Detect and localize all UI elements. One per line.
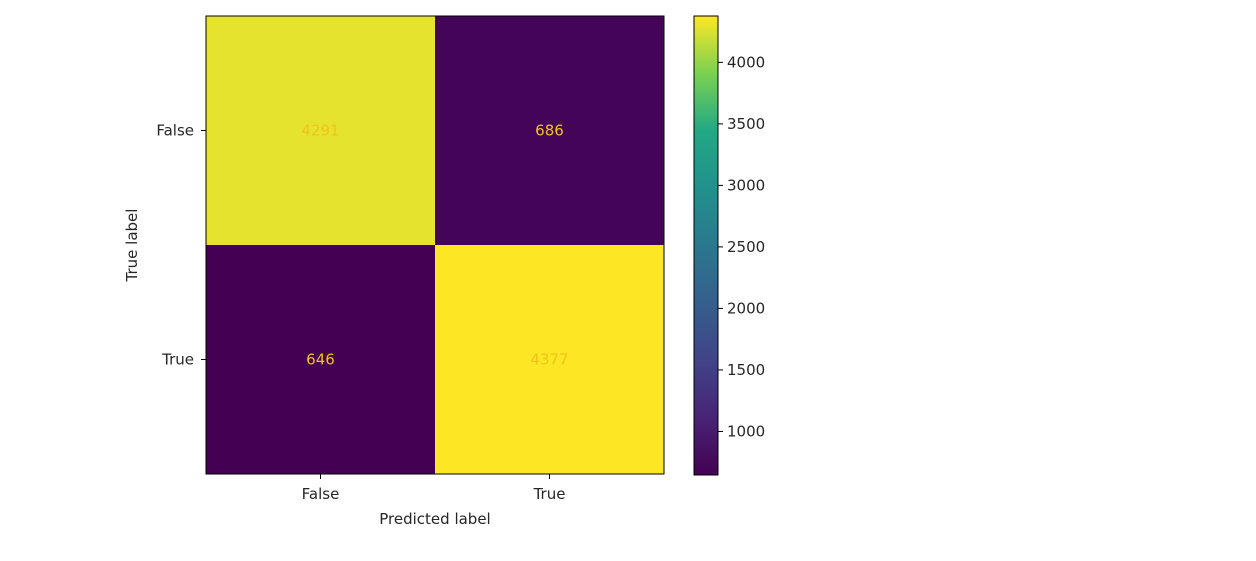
matrix-axes: False True False True Predicted label True la…	[123, 15, 665, 528]
matrix-cell-1-0	[206, 245, 435, 474]
colorbar: 1000 1500 2000 2500 3000 3500 4000	[693, 15, 765, 476]
x-tick-label-1: True	[533, 485, 566, 503]
colorbar-tick-label-6: 4000	[727, 53, 765, 71]
colorbar-tick-label-1: 1500	[727, 361, 765, 379]
x-tick-label-0: False	[302, 485, 340, 503]
matrix-cell-1-1	[435, 245, 664, 474]
matrix-cell-value-0-0: 4291	[301, 122, 339, 140]
y-axis-label: True label	[123, 209, 141, 283]
matrix-cell-0-0	[206, 16, 435, 245]
matrix-cell-value-0-1: 686	[535, 122, 564, 140]
matrix-cell-0-1	[435, 16, 664, 245]
x-axis-label: Predicted label	[379, 510, 490, 528]
colorbar-tick-label-3: 2500	[727, 238, 765, 256]
colorbar-tick-label-0: 1000	[727, 422, 765, 440]
colorbar-tick-label-5: 3500	[727, 115, 765, 133]
matrix-cell-value-1-1: 4377	[530, 351, 568, 369]
plot-frame	[205, 15, 665, 475]
colorbar-tick-label-2: 2000	[727, 299, 765, 317]
y-tick-label-1: True	[161, 351, 194, 369]
colorbar-tick-label-4: 3000	[727, 176, 765, 194]
matrix-cell-value-1-0: 646	[306, 351, 335, 369]
matrix-plot-area: 4291 686 646 4377	[206, 16, 664, 474]
colorbar-gradient	[693, 15, 719, 476]
y-tick-label-0: False	[156, 122, 194, 140]
